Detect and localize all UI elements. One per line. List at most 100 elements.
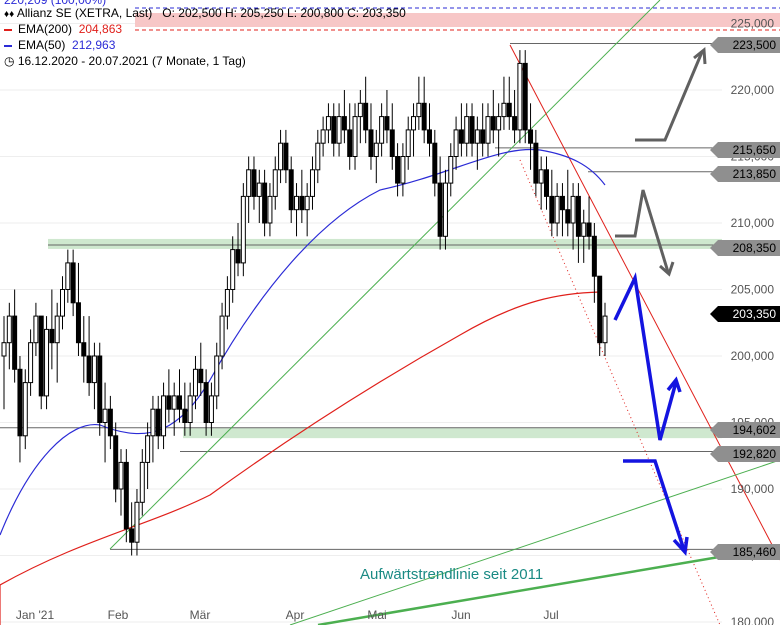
candle-body	[1, 342, 7, 357]
candle-body	[6, 315, 12, 344]
y-tick-label: 190,000	[731, 482, 775, 496]
candle-body	[118, 461, 124, 490]
candle-body	[256, 182, 262, 197]
candle-body	[65, 262, 71, 290]
candle-body	[442, 182, 448, 237]
x-tick-label: Jun	[451, 608, 470, 622]
candle-body	[262, 182, 268, 224]
x-tick-label: Mär	[190, 608, 211, 622]
period-row: ◷ 16.12.2020 - 20.07.2021 (7 Monate, 1 T…	[4, 53, 246, 69]
grey-up-arrowhead	[693, 47, 707, 65]
candle-body	[150, 408, 156, 437]
candle-body	[597, 275, 603, 344]
level-185-label: 185,460	[710, 544, 780, 560]
candle-body	[400, 156, 406, 184]
candle-body	[203, 382, 209, 424]
trendline-2011	[317, 554, 726, 625]
grey-down-arrowhead	[659, 261, 675, 277]
ema200-label: EMA(200)	[18, 22, 73, 36]
candle-body	[506, 102, 512, 118]
candle-body	[325, 116, 331, 131]
level-213-label: 213,850	[710, 166, 780, 182]
candle-body	[38, 315, 44, 397]
candle-body	[437, 182, 443, 237]
ema200-value: 204,863	[78, 22, 123, 36]
instrument-row: ♦♦ Allianz SE (XETRA, Last) O: 202,500 H…	[4, 5, 406, 23]
candle-body	[134, 501, 140, 543]
candle-body	[517, 62, 523, 131]
candle-body	[267, 195, 273, 224]
candle-body	[474, 129, 480, 144]
level-192-label: 192,820	[710, 446, 780, 462]
candle-body	[559, 195, 565, 211]
candle-body	[357, 102, 363, 118]
candle-body	[102, 408, 108, 424]
y-tick-label: 220,000	[731, 83, 775, 97]
candle-body	[161, 395, 167, 437]
candle-body	[591, 235, 597, 277]
candle-body	[177, 395, 183, 410]
y-tick-label: 180,000	[731, 615, 775, 625]
candle-body	[512, 116, 518, 131]
x-tick-label: Jul	[543, 608, 558, 622]
forecast-arrows	[613, 47, 707, 556]
x-axis-ticks: Jan '21 Feb Mär Apr Mai Jun Jul	[16, 608, 559, 622]
chart-type-icon: ♦♦	[4, 9, 15, 20]
candle-body	[145, 435, 151, 463]
candle-body	[533, 142, 539, 184]
clock-icon: ◷	[4, 54, 15, 68]
trendline-annotation: Aufwärtstrendlinie seit 2011	[360, 566, 543, 583]
candle-body	[586, 222, 592, 237]
candle-body	[395, 156, 401, 184]
candle-body	[54, 315, 60, 344]
candle-body	[33, 315, 39, 344]
candle-body	[368, 129, 374, 157]
candle-body	[458, 129, 464, 144]
candle-body	[113, 435, 119, 490]
level-194-label: 194,602	[710, 422, 780, 438]
candle-body	[75, 302, 81, 344]
level-208-label: 208,350	[710, 240, 780, 256]
candle-body	[123, 461, 129, 530]
candle-body	[309, 169, 315, 197]
candle-body	[208, 395, 214, 423]
candle-body	[570, 195, 576, 224]
y-axis-ticks: 180,000185,000190,000195,000200,000205,0…	[731, 17, 775, 625]
candle-body	[81, 342, 87, 357]
downtrend-dotted	[519, 159, 721, 625]
candle-body	[22, 382, 28, 437]
candle-body	[543, 169, 549, 197]
ema50-label: EMA(50)	[18, 38, 66, 52]
level-215-label: 215,650	[710, 142, 780, 158]
candle-body	[129, 528, 135, 543]
candle-body	[224, 289, 230, 317]
candle-body	[246, 169, 252, 197]
y-tick-label: 225,000	[731, 17, 775, 31]
candle-body	[283, 142, 289, 171]
x-tick-label: Apr	[286, 608, 305, 622]
candle-body	[485, 116, 491, 144]
candle-body	[60, 289, 66, 317]
ohlc-values: O: 202,500 H: 205,250 L: 200,800 C: 203,…	[162, 6, 406, 20]
candle-body	[171, 395, 177, 410]
candle-body	[17, 368, 23, 437]
candle-body	[405, 129, 411, 157]
candle-body	[230, 249, 236, 291]
candle-body	[97, 355, 103, 423]
uptrend-line	[109, 0, 661, 550]
candle-body	[347, 129, 353, 157]
candle-body	[294, 195, 300, 211]
candle-body	[331, 116, 337, 144]
candle-body	[453, 129, 459, 157]
candle-body	[139, 461, 145, 503]
y-tick-label: 205,000	[731, 283, 775, 297]
candle-body	[299, 195, 305, 211]
candle-body	[278, 142, 284, 171]
candle-body	[315, 142, 321, 171]
support-zone-208	[48, 238, 722, 249]
x-tick-label: Feb	[108, 608, 129, 622]
x-tick-label: Jan '21	[16, 608, 55, 622]
period-text: 16.12.2020 - 20.07.2021 (7 Monate, 1 Tag…	[17, 54, 246, 68]
blue-up-arrowhead	[666, 376, 682, 393]
